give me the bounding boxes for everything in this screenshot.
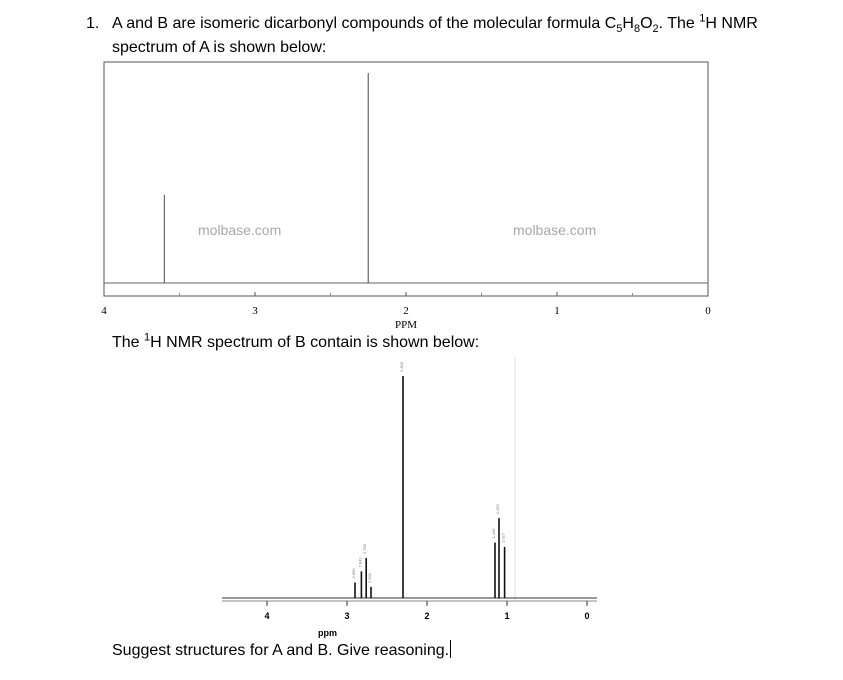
spectrum-b-tick-label-3: 1 bbox=[504, 611, 509, 621]
watermark-2: molbase.com bbox=[513, 222, 596, 238]
spectrum-b-tick-label-1: 3 bbox=[344, 611, 349, 621]
closing-prompt: Suggest structures for A and B. Give rea… bbox=[112, 640, 452, 661]
caption-b-sup: 1 bbox=[144, 331, 151, 344]
question-line-1-b: . The bbox=[658, 15, 700, 32]
subscript-c: 5 bbox=[616, 23, 623, 36]
caption-b: The 1H NMR spectrum of B contain is show… bbox=[112, 331, 480, 353]
spectrum-b-xlabel: ppm bbox=[318, 628, 337, 638]
text-cursor bbox=[450, 640, 452, 658]
spectrum-a-tick-label-4: 0 bbox=[705, 305, 711, 317]
spectrum-b-peak-label-2: 2.780 bbox=[362, 543, 367, 554]
spectrum-a-peaks bbox=[163, 73, 369, 283]
subscript-o: 2 bbox=[652, 23, 659, 36]
spectrum-a-tick-label-2: 2 bbox=[403, 305, 409, 317]
question-line-2: spectrum of A is shown below: bbox=[112, 39, 327, 56]
spectrum-b-tick-label-4: 0 bbox=[584, 611, 589, 621]
spectrum-b-peak-label-6: 1.092 bbox=[495, 503, 500, 514]
element-o: O bbox=[640, 15, 653, 32]
watermark-1: molbase.com bbox=[198, 222, 281, 238]
spectrum-b-peak-label-4: 2.300 bbox=[399, 361, 404, 372]
question-line-1-a: A and B are isomeric dicarbonyl compound… bbox=[112, 15, 617, 32]
question-line-1-c: H NMR bbox=[705, 15, 758, 32]
question-line-1: A and B are isomeric dicarbonyl compound… bbox=[112, 12, 758, 36]
spectrum-b-peak-label-7: 1.027 bbox=[501, 532, 506, 543]
question-number: 1. bbox=[86, 15, 100, 32]
spectrum-b-peak-label-1: 2.841 bbox=[357, 557, 362, 568]
superscript-1: 1 bbox=[699, 12, 706, 25]
closing-text: Suggest structures for A and B. Give rea… bbox=[112, 642, 450, 659]
spectrum-a-tick-label-3: 1 bbox=[554, 305, 560, 317]
spectrum-a-tick-label-1: 3 bbox=[252, 305, 258, 317]
spectrum-b-peak-label-5: 1.199 bbox=[491, 528, 496, 539]
spectrum-b-peak-label-3: 2.601 bbox=[367, 572, 372, 583]
caption-b-pre: The bbox=[112, 334, 145, 351]
spectrum-b-tick-label-0: 4 bbox=[264, 611, 269, 621]
spectrum-b-peak-label-0: 2.899 bbox=[351, 568, 356, 579]
spectrum-b-ticks: 4 3 2 1 0 bbox=[264, 601, 590, 621]
subscript-h: 8 bbox=[633, 23, 641, 36]
element-h: H bbox=[622, 15, 634, 32]
spectrum-a-ticks: 4 3 2 1 0 bbox=[101, 292, 711, 317]
spectrum-a-xlabel: PPM bbox=[395, 319, 417, 331]
spectrum-b-tick-label-2: 2 bbox=[424, 611, 429, 621]
spectrum-a-tick-label-0: 4 bbox=[101, 305, 107, 317]
caption-b-post: H NMR spectrum of B contain is shown bel… bbox=[150, 334, 480, 351]
